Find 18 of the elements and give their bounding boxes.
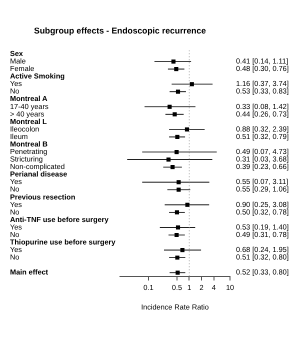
point [184,127,190,132]
point [176,180,181,184]
point [176,270,180,275]
point [176,188,181,192]
point [171,59,176,64]
point [176,90,180,94]
point [174,67,178,72]
point [174,150,179,154]
point [175,256,180,260]
point [174,210,180,214]
point [176,225,180,230]
point [172,112,177,116]
point [174,232,179,238]
point [185,202,190,207]
point [170,165,175,170]
point [175,134,180,139]
point [180,248,184,252]
chart-title: Subgroup effects - Endoscopic recurrence [34,25,206,36]
